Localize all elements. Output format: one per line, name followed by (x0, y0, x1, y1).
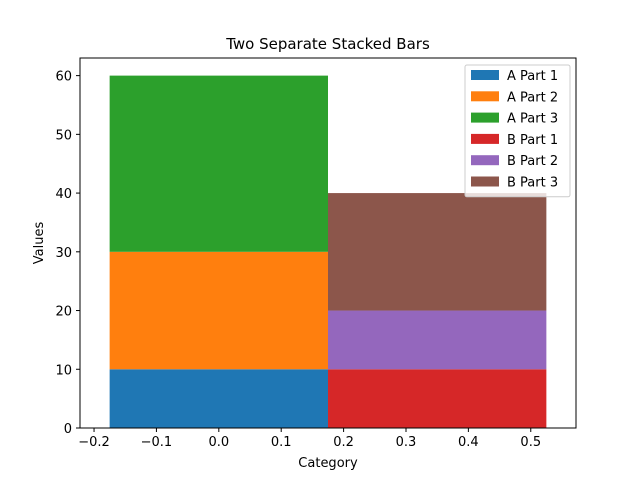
legend-swatch (471, 155, 499, 166)
x-tick-label: 0.2 (333, 435, 354, 450)
bars-group (109, 75, 547, 428)
legend-swatch (471, 112, 499, 123)
legend-label: A Part 3 (507, 112, 558, 127)
legend-label: B Part 1 (507, 133, 558, 148)
x-tick-label: −0.1 (141, 435, 173, 450)
y-tick-label: 10 (55, 363, 72, 378)
y-tick-label: 60 (55, 70, 72, 85)
y-axis-label: Values (32, 222, 47, 265)
axes-group: −0.2 −0.1 0.0 0.1 0.2 0.3 0.4 0.5 0 10 20 30 40 50 60 (55, 57, 577, 450)
x-axis-label: Category (298, 456, 358, 471)
x-tick-label: 0.5 (520, 435, 541, 450)
chart-title: Two Separate Stacked Bars (225, 35, 430, 53)
legend-label: B Part 2 (507, 154, 558, 169)
plot-frame (79, 57, 577, 429)
legend-swatch (471, 133, 499, 144)
legend-swatch (471, 176, 499, 187)
legend-swatch (471, 91, 499, 102)
x-tick-label: −0.2 (78, 435, 110, 450)
bar-a-part-3 (109, 75, 328, 252)
bar-b-part-2 (328, 310, 547, 370)
x-tick-label: 0.4 (458, 435, 479, 450)
bar-a-part-2 (109, 251, 328, 370)
legend: A Part 1 A Part 2 A Part 3 B Part 1 B Part 2… (464, 64, 571, 198)
bar-b-part-3 (328, 193, 547, 311)
x-tick-label: 0.1 (271, 435, 292, 450)
x-tick-label: 0.3 (396, 435, 417, 450)
x-tick-label: 0.0 (208, 435, 229, 450)
legend-label: A Part 2 (507, 90, 558, 105)
legend-label: B Part 3 (507, 176, 558, 191)
y-tick-label: 30 (55, 246, 72, 261)
y-tick-label: 0 (64, 422, 72, 437)
bar-b-part-1 (328, 369, 547, 428)
y-tick-label: 20 (55, 305, 72, 320)
y-tick-label: 40 (55, 187, 72, 202)
bar-a-part-1 (109, 369, 328, 428)
legend-label: A Part 1 (507, 69, 558, 84)
legend-swatch (471, 70, 499, 80)
y-tick-label: 50 (55, 128, 72, 143)
